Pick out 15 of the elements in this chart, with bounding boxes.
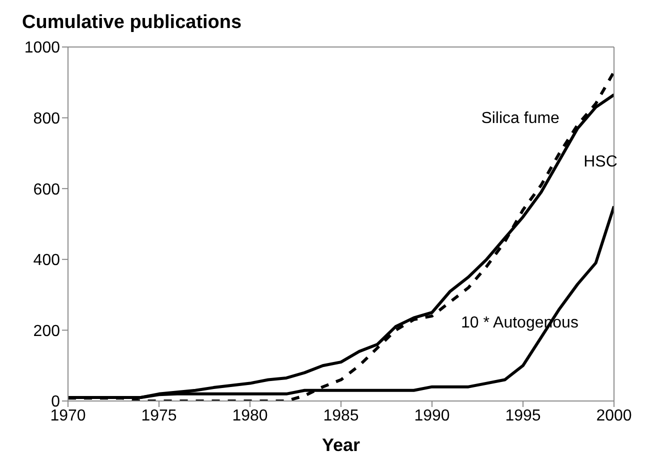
- x-tick-label: 1980: [232, 407, 268, 424]
- y-tick-label: 400: [33, 252, 60, 270]
- x-tick-label: 1990: [414, 407, 450, 424]
- series-label: HSC: [584, 153, 618, 170]
- chart-title: Cumulative publications: [22, 12, 242, 34]
- y-tick-label: 600: [33, 181, 60, 198]
- x-axis-title: Year: [322, 435, 360, 455]
- x-tick-label: 1985: [323, 407, 359, 424]
- x-tick-label: 1995: [505, 407, 541, 424]
- y-tick-label: 800: [33, 110, 60, 128]
- series-label: Silica fume: [481, 110, 560, 128]
- x-tick-label: 2000: [596, 407, 632, 424]
- y-tick-label: 1000: [24, 40, 60, 57]
- y-tick-label: 200: [33, 322, 60, 340]
- x-tick-label: 1975: [141, 407, 177, 424]
